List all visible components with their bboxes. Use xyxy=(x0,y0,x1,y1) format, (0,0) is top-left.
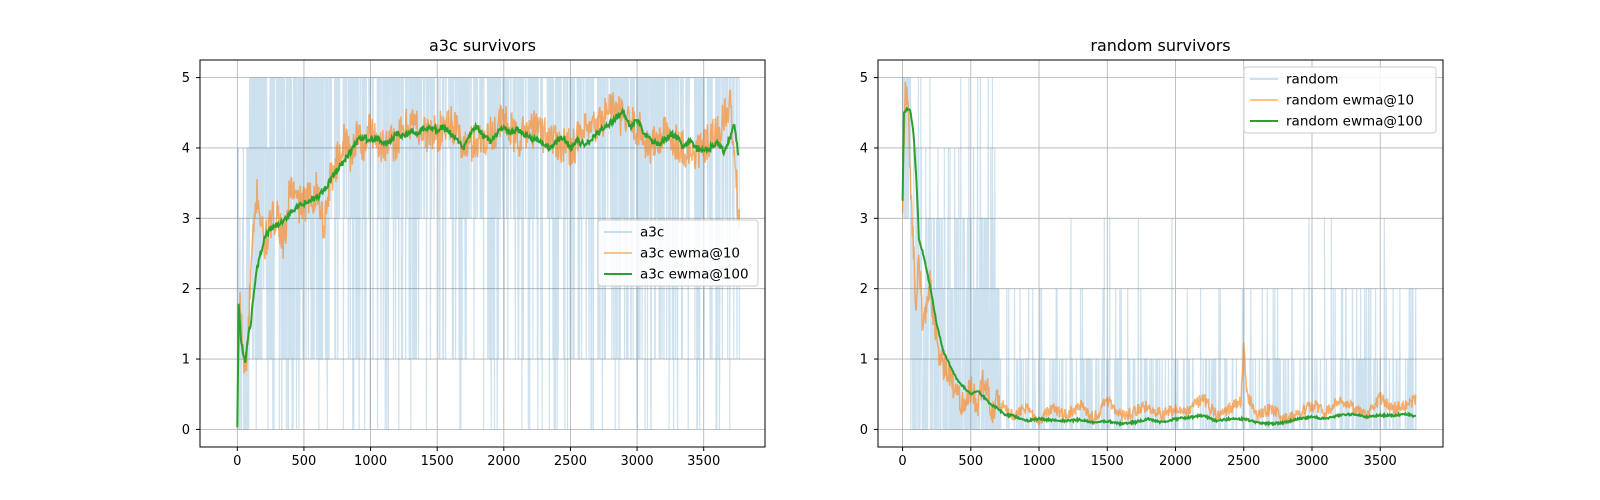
series-line-ewma10 xyxy=(901,81,1417,426)
x-tick-label: 2000 xyxy=(1159,454,1192,469)
y-tick-label: 0 xyxy=(860,423,868,438)
y-tick-label: 5 xyxy=(182,71,190,86)
x-tick-label: 2000 xyxy=(487,454,520,469)
y-tick-label: 3 xyxy=(860,212,868,227)
legend-box xyxy=(597,219,759,287)
legend: a3c a3c ewma@10 a3c ewma@100 xyxy=(597,219,759,287)
legend-label: random ewma@100 xyxy=(1286,114,1423,130)
y-tick-label: 1 xyxy=(182,353,190,368)
x-tick-label: 2500 xyxy=(554,454,587,469)
series-line-random xyxy=(902,77,1417,430)
legend-label: random xyxy=(1286,72,1338,88)
x-tick-label: 500 xyxy=(292,454,317,469)
x-tick-label: 1000 xyxy=(1022,454,1055,469)
chart-title: a3c survivors xyxy=(429,36,536,55)
legend: random random ewma@10 random ewma@100 xyxy=(1243,66,1437,134)
x-tick-label: 0 xyxy=(233,454,241,469)
x-tick-label: 2500 xyxy=(1227,454,1260,469)
plot-area xyxy=(901,77,1417,430)
x-tick-label: 3500 xyxy=(687,454,720,469)
y-tick-label: 2 xyxy=(860,282,868,297)
x-tick-label: 0 xyxy=(898,454,906,469)
chart-panel-random: 0 500 1000 1500 2000 2500 3000 3500 0 1 2 3 4 5 random… xyxy=(860,36,1444,469)
legend-label: random ewma@10 xyxy=(1286,93,1414,109)
axes-frame xyxy=(199,59,766,448)
series-line-ewma100 xyxy=(236,106,740,428)
y-tick-label: 4 xyxy=(182,141,190,156)
legend-label: a3c xyxy=(640,225,664,241)
legend-box xyxy=(1243,66,1437,134)
legend-label: a3c ewma@100 xyxy=(640,267,749,283)
x-tick-label: 1500 xyxy=(1091,454,1124,469)
x-tick-label: 3000 xyxy=(621,454,654,469)
legend-label: a3c ewma@10 xyxy=(640,246,740,262)
x-tick-label: 1000 xyxy=(354,454,387,469)
series-line-ewma100 xyxy=(901,105,1417,427)
y-tick-label: 5 xyxy=(860,71,868,86)
plot-area xyxy=(236,77,741,430)
series-line-ewma10 xyxy=(236,88,741,428)
x-tick-label: 500 xyxy=(958,454,983,469)
y-tick-label: 3 xyxy=(182,212,190,227)
chart-title: random survivors xyxy=(1090,36,1230,55)
series-line-a3c xyxy=(236,77,740,430)
y-tick-label: 2 xyxy=(182,282,190,297)
x-tick-label: 3000 xyxy=(1295,454,1328,469)
y-tick-label: 4 xyxy=(860,141,868,156)
x-tick-label: 1500 xyxy=(421,454,454,469)
y-tick-label: 0 xyxy=(182,423,190,438)
y-tick-label: 1 xyxy=(860,353,868,368)
axes-frame xyxy=(877,59,1444,448)
x-tick-label: 3500 xyxy=(1364,454,1397,469)
chart-panel-a3c: 0 500 1000 1500 2000 2500 3000 3500 0 1 2 3 4 5 a3c su… xyxy=(182,36,766,469)
